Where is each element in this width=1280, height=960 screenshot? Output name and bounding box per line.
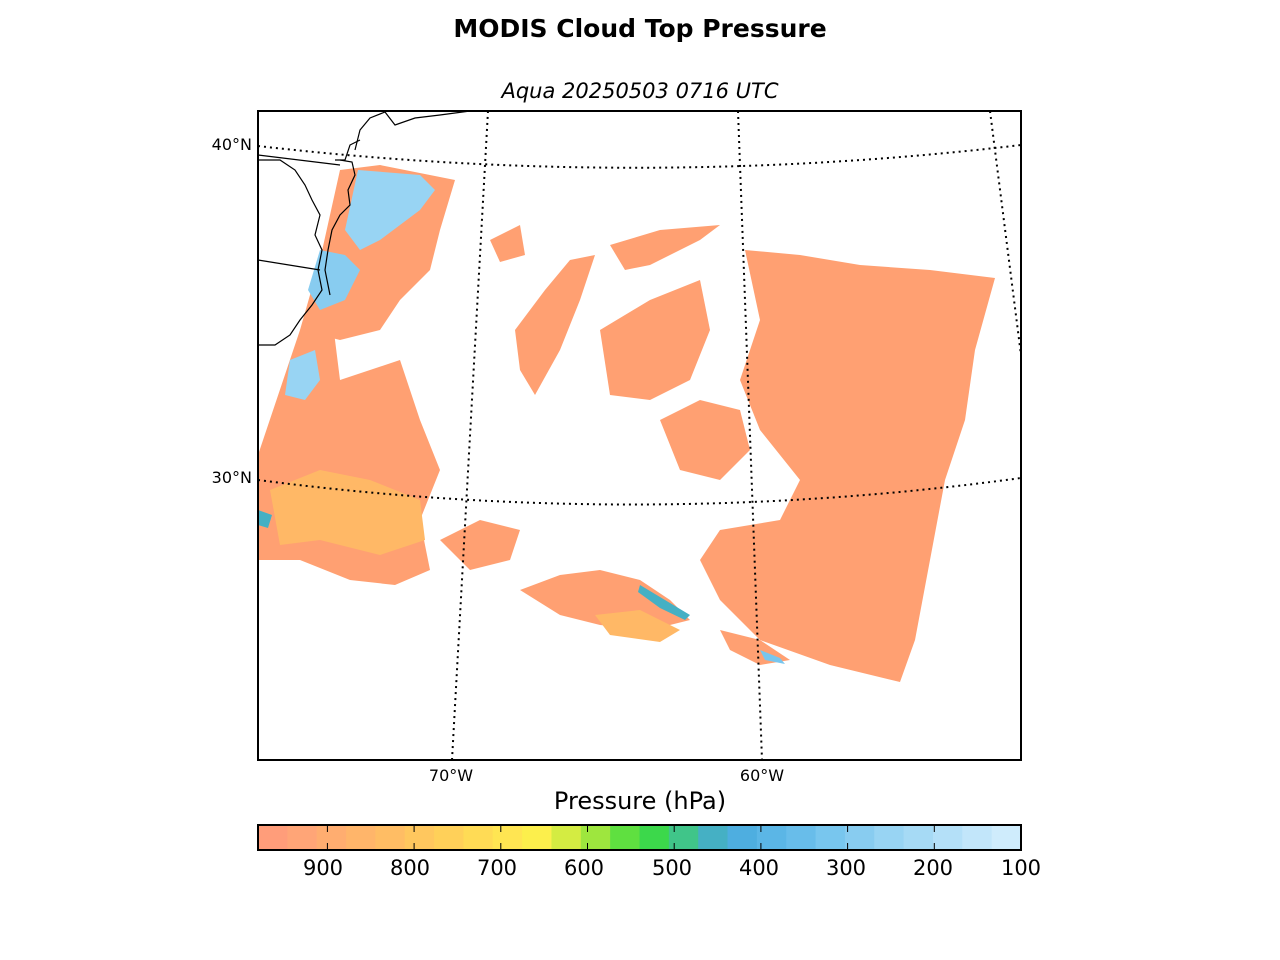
colorbar-segment <box>962 825 993 850</box>
colorbar-tick-900: 900 <box>302 856 344 880</box>
colorbar-frame <box>257 824 1022 851</box>
map-area <box>258 111 1021 760</box>
colorbar-tick-400: 400 <box>738 856 780 880</box>
colorbar-segment <box>346 825 376 850</box>
colorbar-segment <box>668 825 699 850</box>
colorbar-tick-100: 100 <box>1000 856 1042 880</box>
cloud-patch-central <box>515 255 595 395</box>
lon-label-60w: 60°W <box>739 766 785 785</box>
cloud-high-coast-2 <box>308 250 360 310</box>
cloud-patch-south-2 <box>595 610 680 642</box>
chart-title: MODIS Cloud Top Pressure <box>453 14 827 43</box>
colorbar-segment <box>698 825 729 850</box>
colorbar-segment <box>756 825 787 850</box>
colorbar-segment <box>903 825 934 850</box>
cloud-swath <box>258 165 995 682</box>
cloud-patch-southwest <box>270 470 425 555</box>
colorbar-segment <box>404 825 435 850</box>
cloud-edge-teal <box>258 510 272 528</box>
cloud-patch-east-2 <box>600 280 710 400</box>
lon-label-70w: 70°W <box>428 766 474 785</box>
lon-60-line <box>737 111 763 760</box>
colorbar-segment <box>463 825 494 850</box>
lon-70-line <box>451 111 489 760</box>
graticule <box>258 111 1021 760</box>
colorbar-segment <box>492 825 523 850</box>
colorbar-segment <box>434 825 465 850</box>
cloud-high-coast <box>345 170 435 250</box>
lat-label-30: 30°N <box>211 468 252 487</box>
colorbar-segment <box>639 825 670 850</box>
colorbar-segment <box>522 825 553 850</box>
colorbar-segment <box>874 825 905 850</box>
colorbar-tick-300: 300 <box>825 856 867 880</box>
colorbar <box>258 825 1022 850</box>
colorbar-segment <box>844 825 875 850</box>
cloud-teal-streak <box>638 585 690 620</box>
colorbar-segment <box>786 825 817 850</box>
colorbar-tick-700: 700 <box>476 856 518 880</box>
lon-50-line <box>989 111 1021 356</box>
colorbar-segment <box>727 825 758 850</box>
colorbar-segment <box>375 825 406 850</box>
colorbar-segment <box>991 825 1022 850</box>
cloud-patch-north <box>610 225 720 270</box>
lat-label-40: 40°N <box>211 135 252 154</box>
cloud-patch-mid <box>660 400 750 480</box>
cloud-patch-east <box>700 250 995 682</box>
cloud-teal-streak-2 <box>760 650 785 664</box>
colorbar-segment <box>551 825 582 850</box>
cloud-patch-south-3 <box>440 520 520 570</box>
colorbar-title: Pressure (hPa) <box>553 787 727 815</box>
lat-40-line <box>258 144 1021 169</box>
colorbar-tick-200: 200 <box>912 856 954 880</box>
colorbar-segment <box>316 825 347 850</box>
cloud-patch-n2 <box>790 390 890 470</box>
colorbar-segment <box>287 825 318 850</box>
chart-subtitle: Aqua 20250503 0716 UTC <box>501 79 779 103</box>
cloud-patch-small-1 <box>490 225 525 262</box>
coastline <box>258 111 471 346</box>
colorbar-segment <box>580 825 611 850</box>
colorbar-tick-600: 600 <box>563 856 605 880</box>
map-frame <box>257 110 1022 761</box>
colorbar-segment <box>932 825 963 850</box>
colorbar-tick-800: 800 <box>389 856 431 880</box>
lat-30-line <box>258 477 1021 506</box>
cloud-high-coast-3 <box>285 350 320 400</box>
colorbar-tick-500: 500 <box>651 856 693 880</box>
colorbar-segment <box>258 825 288 850</box>
colorbar-segment <box>815 825 846 850</box>
colorbar-segment <box>610 825 641 850</box>
